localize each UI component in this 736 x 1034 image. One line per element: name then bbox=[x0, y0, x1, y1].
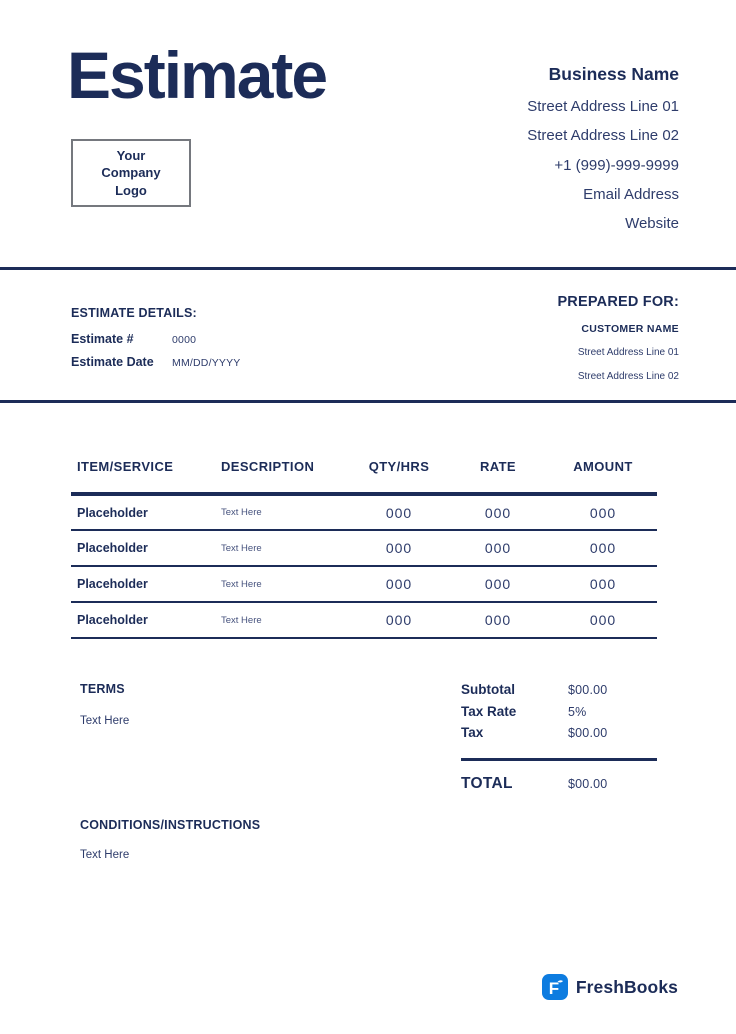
tax-row: Tax $00.00 bbox=[461, 725, 657, 747]
estimate-date-value: MM/DD/YYYY bbox=[172, 357, 241, 369]
terms-section: TERMS Text Here bbox=[80, 682, 129, 727]
row-qty: 000 bbox=[351, 602, 447, 639]
divider-bottom bbox=[0, 400, 736, 403]
prepared-for-heading: PREPARED FOR: bbox=[557, 294, 679, 310]
row-qty: 000 bbox=[351, 566, 447, 603]
subtotal-row: Subtotal $00.00 bbox=[461, 682, 657, 704]
estimate-date-label: Estimate Date bbox=[71, 355, 154, 369]
items-table-header: ITEM/SERVICE DESCRIPTION QTY/HRS RATE AM… bbox=[71, 450, 657, 496]
company-logo-text: Your Company Logo bbox=[101, 147, 161, 198]
row-qty: 000 bbox=[351, 494, 447, 531]
tax-rate-row: Tax Rate 5% bbox=[461, 704, 657, 726]
estimate-number-value: 0000 bbox=[172, 334, 197, 346]
row-description: Text Here bbox=[221, 602, 351, 639]
table-row: Placeholder Text Here 000 000 000 bbox=[71, 530, 657, 567]
divider-top bbox=[0, 267, 736, 270]
row-amount: 000 bbox=[549, 494, 657, 531]
conditions-heading: CONDITIONS/INSTRUCTIONS bbox=[80, 818, 261, 832]
row-rate: 000 bbox=[447, 494, 549, 531]
row-description: Text Here bbox=[221, 530, 351, 567]
freshbooks-branding: F FreshBooks bbox=[541, 974, 678, 1000]
tax-value: $00.00 bbox=[568, 726, 608, 740]
leaf-icon bbox=[557, 980, 563, 983]
table-row: Placeholder Text Here 000 000 000 bbox=[71, 566, 657, 603]
row-amount: 000 bbox=[549, 566, 657, 603]
customer-name: CUSTOMER NAME bbox=[581, 323, 679, 335]
estimate-number-label: Estimate # bbox=[71, 332, 134, 346]
business-info: Business Name Street Address Line 01 Str… bbox=[527, 64, 679, 238]
tax-rate-label: Tax Rate bbox=[461, 703, 517, 719]
tax-rate-value: 5% bbox=[568, 704, 587, 719]
document-title: Estimate bbox=[67, 38, 328, 112]
prepared-for: PREPARED FOR: CUSTOMER NAME Street Addre… bbox=[557, 294, 679, 394]
tax-label: Tax bbox=[461, 725, 484, 740]
estimate-number-row: Estimate # 0000 bbox=[71, 332, 241, 346]
conditions-section: CONDITIONS/INSTRUCTIONS Text Here bbox=[80, 818, 260, 861]
row-item: Placeholder bbox=[71, 494, 221, 531]
row-amount: 000 bbox=[549, 530, 657, 567]
business-email: Email Address bbox=[583, 185, 679, 203]
row-rate: 000 bbox=[447, 602, 549, 639]
subtotal-value: $00.00 bbox=[568, 683, 608, 697]
business-address-line-1: Street Address Line 01 bbox=[527, 98, 679, 115]
totals-section: Subtotal $00.00 Tax Rate 5% Tax $00.00 T… bbox=[461, 682, 657, 793]
estimate-details: ESTIMATE DETAILS: Estimate # 0000 Estima… bbox=[71, 306, 241, 378]
conditions-text: Text Here bbox=[80, 849, 130, 861]
business-name: Business Name bbox=[548, 64, 679, 84]
freshbooks-logo-icon: F bbox=[541, 974, 568, 1000]
terms-text: Text Here bbox=[80, 715, 130, 727]
total-label: TOTAL bbox=[461, 774, 513, 792]
totals-divider bbox=[461, 757, 657, 761]
table-row: Placeholder Text Here 000 000 000 bbox=[71, 494, 657, 531]
row-item: Placeholder bbox=[71, 530, 221, 567]
header-rate: RATE bbox=[447, 450, 549, 496]
business-website: Website bbox=[625, 215, 679, 233]
freshbooks-brand-name: FreshBooks bbox=[575, 976, 678, 997]
logo-letter: F bbox=[549, 979, 559, 998]
row-qty: 000 bbox=[351, 530, 447, 567]
row-description: Text Here bbox=[221, 494, 351, 531]
customer-address-line-2: Street Address Line 02 bbox=[577, 370, 679, 382]
row-description: Text Here bbox=[221, 566, 351, 603]
estimate-details-heading: ESTIMATE DETAILS: bbox=[71, 306, 197, 320]
total-row: TOTAL $00.00 bbox=[461, 775, 657, 793]
subtotal-label: Subtotal bbox=[461, 682, 515, 697]
header-item-service: ITEM/SERVICE bbox=[71, 450, 221, 496]
business-address-line-2: Street Address Line 02 bbox=[527, 127, 679, 145]
header-description: DESCRIPTION bbox=[221, 450, 351, 496]
row-amount: 000 bbox=[549, 602, 657, 639]
row-item: Placeholder bbox=[71, 602, 221, 639]
header-amount: AMOUNT bbox=[549, 450, 657, 496]
estimate-date-row: Estimate Date MM/DD/YYYY bbox=[71, 355, 241, 369]
items-table: ITEM/SERVICE DESCRIPTION QTY/HRS RATE AM… bbox=[71, 450, 657, 639]
terms-heading: TERMS bbox=[80, 682, 125, 696]
customer-address-line-1: Street Address Line 01 bbox=[577, 347, 679, 358]
table-row: Placeholder Text Here 000 000 000 bbox=[71, 602, 657, 639]
row-rate: 000 bbox=[447, 566, 549, 603]
company-logo-placeholder: Your Company Logo bbox=[71, 139, 191, 207]
row-item: Placeholder bbox=[71, 566, 221, 603]
total-value: $00.00 bbox=[568, 776, 608, 791]
header-qty-hrs: QTY/HRS bbox=[351, 450, 447, 496]
business-phone: +1 (999)-999-9999 bbox=[554, 156, 679, 174]
row-rate: 000 bbox=[447, 530, 549, 567]
